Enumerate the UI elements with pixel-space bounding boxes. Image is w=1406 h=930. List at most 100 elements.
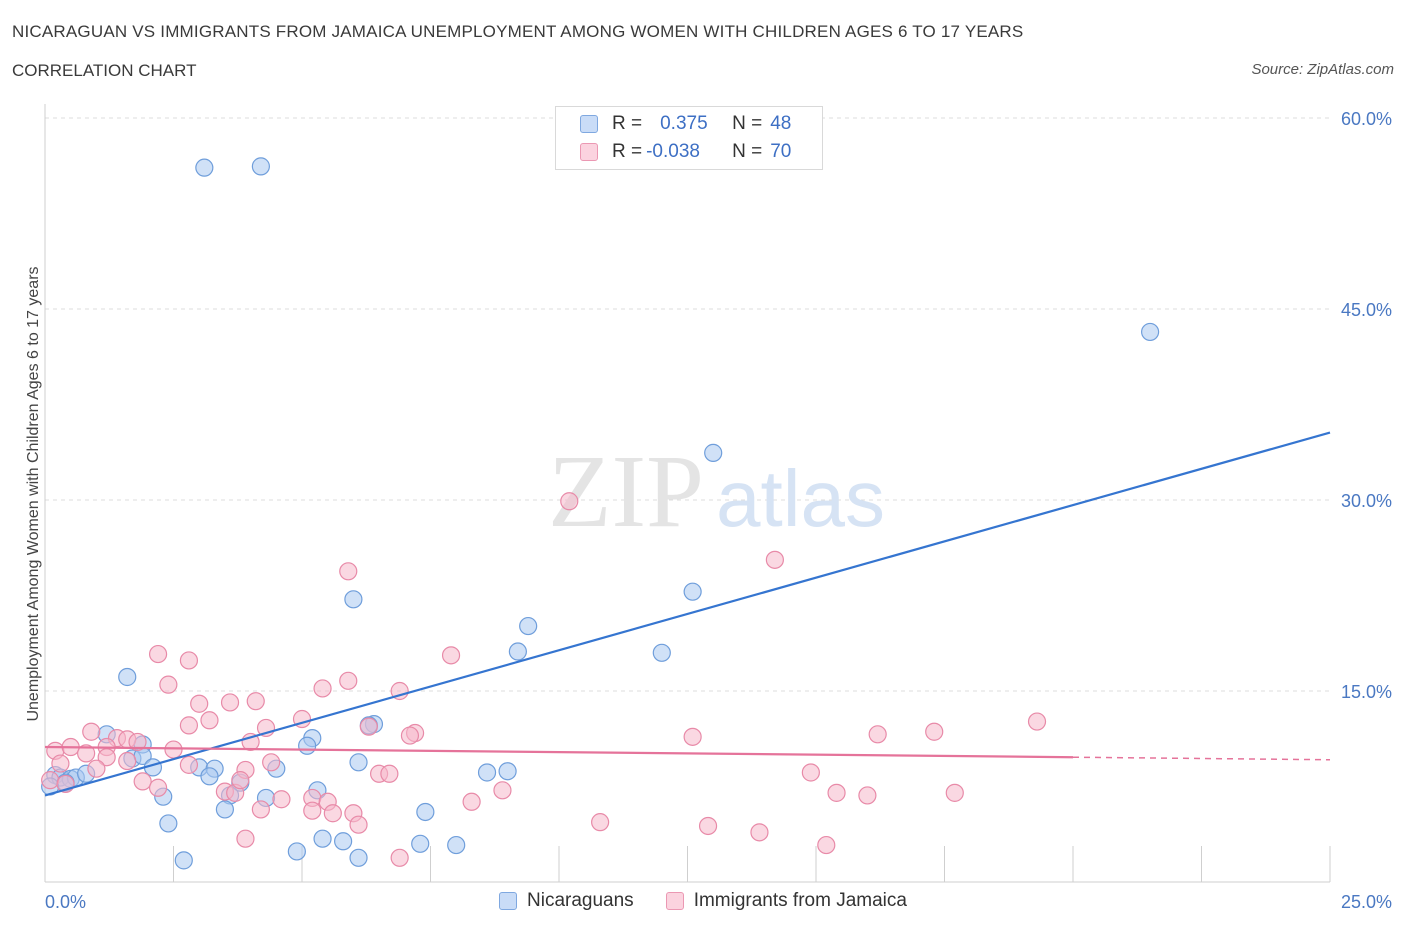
legend-label-jamaica: Immigrants from Jamaica — [693, 890, 907, 911]
jamaica-point — [77, 744, 96, 763]
jamaica-point — [313, 679, 332, 698]
axes — [44, 104, 1331, 883]
jamaica-point — [323, 804, 342, 823]
jamaica-point — [41, 771, 60, 790]
legend-item-jamaica: Immigrants from Jamaica — [665, 890, 907, 912]
nicaraguan-point — [508, 642, 527, 661]
nicaraguan-point — [447, 835, 466, 855]
nicaraguan-point — [416, 802, 435, 822]
jamaica-point — [118, 751, 137, 771]
legend-n-value: 70 — [770, 141, 792, 162]
y-tick-label: 45.0% — [1341, 300, 1392, 320]
jamaica-point — [148, 778, 168, 797]
jamaica-point — [87, 759, 106, 778]
legend-swatch-pink — [580, 143, 598, 161]
nicaraguan-point — [334, 832, 353, 851]
legend-r-value: 0.375 — [660, 113, 708, 134]
nicaraguan-point — [313, 829, 332, 848]
jamaica-point — [827, 783, 846, 802]
y-tick-label: 15.0% — [1341, 682, 1392, 702]
nicaraguan-point — [298, 736, 317, 755]
legend-n-value: 48 — [770, 113, 792, 134]
jamaica-point — [339, 671, 358, 690]
jamaica-point — [390, 681, 409, 701]
legend-swatch-blue — [580, 115, 598, 133]
nicaraguan-point — [683, 582, 702, 601]
legend-r-label: R = — [612, 113, 643, 134]
nicaraguan-point — [174, 851, 193, 870]
legend-swatch-blue — [499, 892, 518, 910]
nicaraguan-point — [704, 443, 723, 462]
trend-lines — [44, 431, 1331, 797]
nicaraguan-point — [200, 767, 219, 786]
jamaica-point — [303, 801, 322, 820]
y-tick-label: 30.0% — [1341, 491, 1392, 511]
legend-r-label: R = — [612, 141, 643, 162]
jamaica-point — [591, 813, 610, 832]
jamaica-point — [339, 562, 358, 581]
jamaica-point — [441, 646, 461, 665]
jamaica-point — [82, 722, 101, 741]
nicaraguan-point — [251, 157, 270, 176]
jamaica-point — [858, 786, 877, 805]
jamaica-point — [493, 781, 512, 800]
series-legend: Nicaraguans Immigrants from Jamaica — [0, 890, 1406, 912]
watermark: ZIP atlas — [548, 434, 885, 549]
nicaraguan-point — [344, 590, 363, 609]
legend-r-value: -0.038 — [646, 141, 700, 162]
legend-n-label: N = — [732, 141, 763, 162]
jamaica-point — [560, 492, 579, 511]
jamaica-point — [817, 835, 836, 855]
legend-row-nicaraguans: R = 0.375 N = 48 — [580, 112, 791, 136]
jamaica-point — [945, 783, 964, 802]
jamaica-point — [868, 725, 887, 744]
jamaica-point — [51, 754, 70, 773]
jamaica-trend-extension — [1072, 756, 1331, 761]
jamaica-point — [400, 726, 420, 745]
nicaraguan-point — [411, 834, 430, 853]
chart-title: NICARAGUAN VS IMMIGRANTS FROM JAMAICA UN… — [12, 22, 1024, 41]
jamaica-point — [750, 823, 769, 842]
jamaica-point — [179, 651, 199, 670]
nicaraguan-point — [287, 842, 306, 861]
jamaica-point — [246, 692, 265, 711]
jamaica-point — [190, 694, 209, 713]
y-tick-label: 60.0% — [1341, 109, 1392, 129]
jamaica-point — [1027, 712, 1047, 731]
legend-row-jamaica: R = -0.038 N = 70 — [580, 140, 791, 164]
nicaraguan-point — [498, 762, 517, 781]
nicaraguan-point — [349, 753, 368, 772]
jamaica-point — [683, 727, 702, 746]
legend-item-nicaraguans: Nicaraguans — [499, 890, 634, 912]
nicaraguan-point — [159, 814, 178, 833]
jamaica-point — [765, 550, 784, 569]
x-tick-label: 25.0% — [1341, 892, 1392, 912]
jamaica-point — [801, 763, 820, 782]
jamaica-point — [262, 753, 281, 772]
grid-lines — [45, 117, 1330, 692]
jamaica-point — [462, 792, 481, 811]
jamaica-point — [148, 644, 168, 664]
nicaraguan-point — [118, 667, 137, 687]
jamaica-point — [220, 693, 240, 712]
nicaraguan-trend-line — [44, 431, 1331, 797]
watermark-zip: ZIP — [548, 434, 704, 549]
jamaica-point — [925, 722, 944, 741]
jamaica-point — [349, 815, 368, 834]
jamaica-trend-line — [44, 745, 1074, 759]
tick-labels: 15.0% 30.0% 45.0% 60.0% 0.0% 25.0% — [45, 109, 1392, 912]
legend-label-nicaraguans: Nicaraguans — [527, 890, 634, 911]
nicaraguan-point — [477, 763, 497, 782]
nicaraguan-point — [349, 848, 368, 867]
nicaraguan-point — [519, 616, 538, 636]
jamaica-point — [200, 711, 219, 730]
watermark-atlas: atlas — [716, 454, 885, 543]
jamaica-point — [698, 816, 718, 836]
source-label: Source: ZipAtlas.com — [1251, 61, 1394, 78]
jamaica-point — [236, 829, 255, 848]
jamaica-point — [179, 755, 199, 774]
jamaica-point — [133, 772, 152, 791]
nicaraguan-point — [652, 643, 671, 662]
nicaraguan-point — [215, 800, 234, 819]
